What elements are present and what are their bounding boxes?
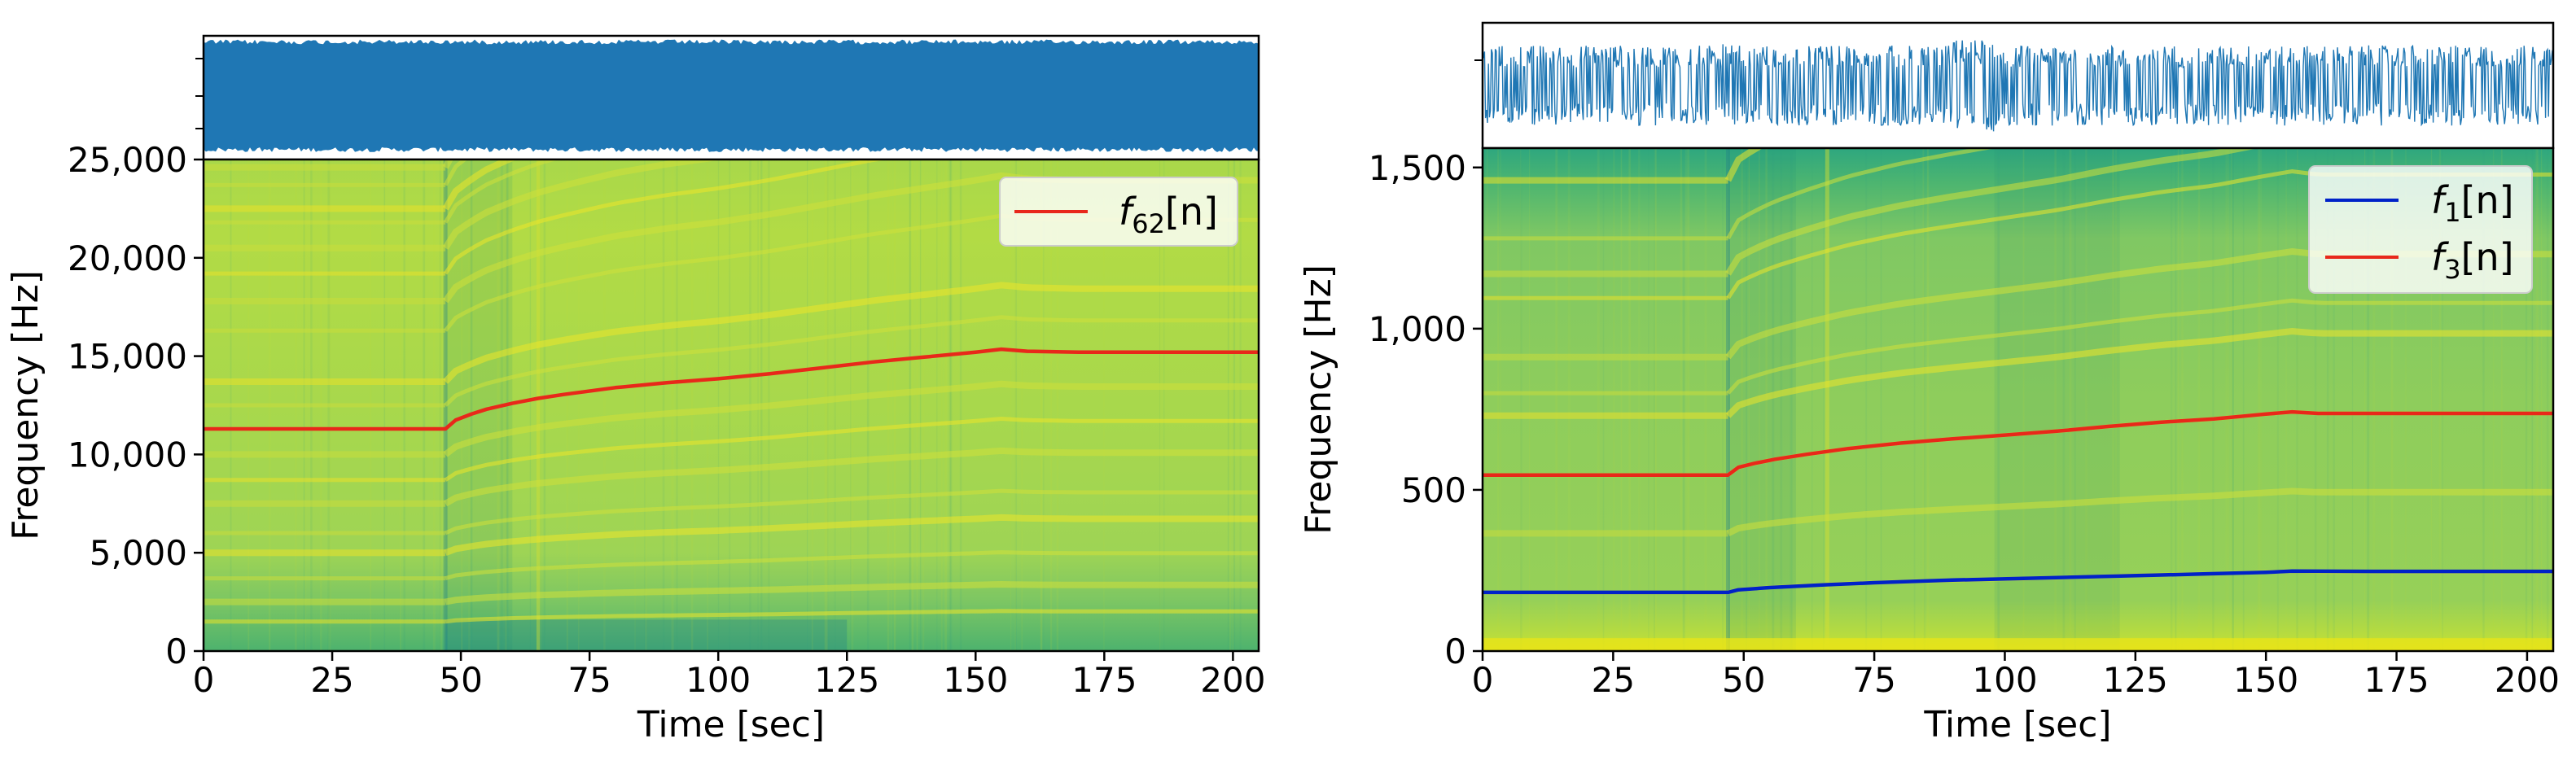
harmonic-band-post: [1725, 148, 2258, 276]
y-tick-label: 10,000: [68, 435, 187, 474]
y-tick-label: 0: [1444, 632, 1466, 671]
y-tick-label: 0: [165, 632, 187, 671]
series-lines-left: [204, 347, 1259, 431]
x-tick-label: 0: [1472, 660, 1494, 700]
y-tick-label: 20,000: [68, 238, 187, 278]
harmonic-band-post: [444, 447, 1259, 507]
dark-band: [1994, 148, 2120, 651]
series-lines-right: [1483, 409, 2553, 595]
x-tick-label: 25: [1592, 660, 1635, 700]
x-tick-label: 100: [1972, 660, 2037, 700]
x-tick-label: 125: [814, 660, 879, 700]
x-tick-label: 50: [1722, 660, 1765, 700]
legend-box-left: [999, 177, 1238, 247]
legend-label-f62: f62[n]: [1119, 190, 1218, 239]
x-tick-label: 175: [1071, 660, 1137, 700]
harmonic-band-post: [444, 315, 1259, 407]
waveform-trace: [1483, 40, 2553, 132]
waveform-panel-right: [1483, 40, 2553, 132]
y-tick-label: 1,000: [1369, 309, 1466, 349]
low-freq-dark: [445, 619, 848, 651]
harmonic-band-post: [1726, 298, 2553, 395]
harmonic-band-post: [1725, 327, 2553, 418]
series-line-f1n: [1483, 569, 2553, 595]
x-tick-label: 100: [686, 660, 751, 700]
y-tick-label: 5,000: [90, 533, 187, 573]
plot-frame-left: [202, 158, 1260, 653]
legend-box-right: [2308, 165, 2533, 294]
harmonic-band-post: [442, 160, 724, 250]
spectrogram-left: [204, 160, 1259, 651]
harmonic-band-post: [445, 550, 1259, 581]
y-axis-label: Frequency [Hz]: [5, 270, 46, 540]
axes-left: 0 25 50 75 100 125 150 175 200 0 5,000 10,000 15,000…: [5, 58, 1265, 745]
x-tick-label: 200: [2495, 660, 2560, 700]
series-line-f3n: [1483, 409, 2553, 477]
y-tick-label: 1,500: [1369, 148, 1466, 188]
harmonic-band-post: [444, 416, 1259, 482]
x-tick-label: 200: [1200, 660, 1265, 700]
harmonic-band-post: [445, 580, 1259, 605]
series-line-f62n: [204, 347, 1259, 431]
x-tick-label: 175: [2364, 660, 2429, 700]
harmonic-band-post: [445, 488, 1259, 536]
y-tick-label: 25,000: [68, 140, 187, 180]
harmonic-band-post: [444, 160, 888, 275]
harmonic-band-post: [1726, 148, 1997, 240]
legend-left: f62[n]: [999, 177, 1238, 247]
x-tick-label: 75: [1852, 660, 1895, 700]
legend-label-f3: f3[n]: [2431, 235, 2514, 285]
x-axis-label: Time [sec]: [1923, 704, 2111, 745]
harmonic-band-post: [1726, 487, 2553, 536]
legend-right: f1[n] f3[n]: [2308, 165, 2533, 294]
x-tick-label: 0: [193, 660, 215, 700]
x-tick-label: 75: [567, 660, 611, 700]
waveform-panel-left: [204, 39, 1259, 152]
harmonic-band-post: [444, 514, 1259, 556]
x-tick-label: 50: [439, 660, 482, 700]
y-tick-label: 500: [1401, 470, 1466, 510]
x-tick-label: 125: [2103, 660, 2168, 700]
harmonic-band-post: [443, 380, 1259, 457]
y-axis-label: Frequency [Hz]: [1298, 264, 1339, 535]
x-tick-label: 25: [310, 660, 353, 700]
harmonic-band-post: [445, 609, 1259, 624]
x-tick-label: 150: [943, 660, 1008, 700]
harmonic-band-post: [443, 282, 1259, 384]
plot-frame-right: [1481, 146, 2555, 653]
legend-label-f1: f1[n]: [2431, 178, 2514, 228]
axes-right: 0 25 50 75 100 125 150 175 200 0 500 1,000 1,500 Time…: [1298, 59, 2560, 745]
x-tick-label: 150: [2233, 660, 2298, 700]
y-tick-label: 15,000: [68, 337, 187, 377]
waveform-fill: [204, 39, 1259, 152]
bottom-bright-band: [1483, 638, 2553, 651]
x-axis-label: Time [sec]: [637, 704, 825, 745]
